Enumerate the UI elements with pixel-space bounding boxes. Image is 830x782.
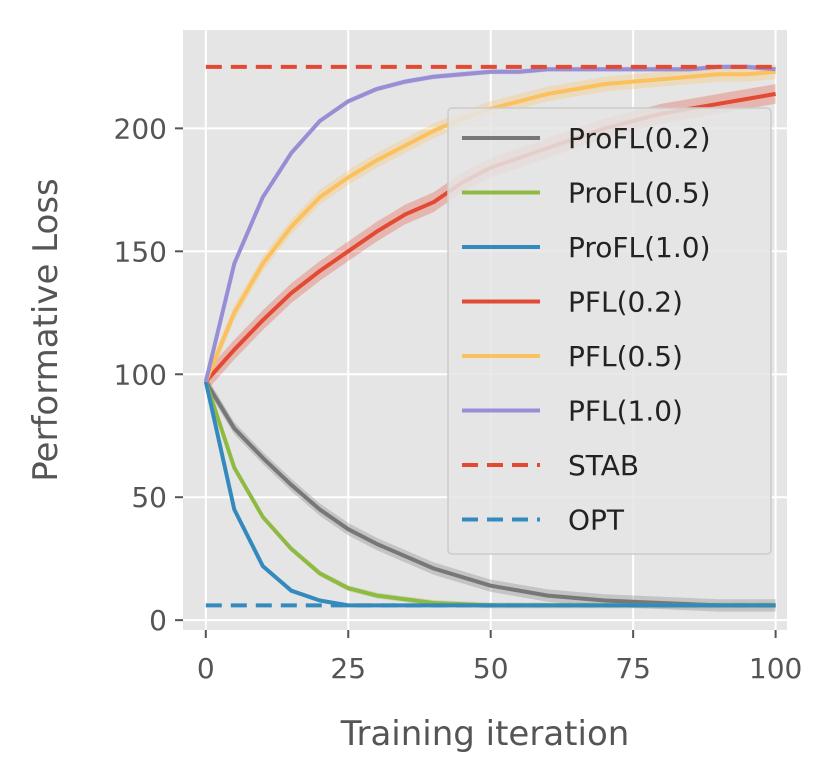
legend: ProFL(0.2) ProFL(0.5) ProFL(1.0) PFL(0.2) PF… [447, 107, 772, 555]
legend-label-pfl-0-5: PFL(0.5) [568, 340, 683, 373]
series-line-pfl-1-0 [203, 64, 776, 383]
x-tick-label: 100 [749, 652, 802, 685]
legend-label-opt: OPT [568, 504, 625, 537]
legend-label-profl-0-2: ProFL(0.2) [568, 122, 711, 155]
y-tick-label: 150 [114, 235, 167, 268]
y-tick-label: 50 [131, 481, 167, 514]
legend-label-pfl-1-0: PFL(1.0) [568, 395, 683, 428]
legend-label-profl-1-0: ProFL(1.0) [568, 231, 711, 264]
y-tick-label: 0 [149, 604, 167, 637]
series-line-profl-0-2 [204, 380, 776, 608]
legend-box [447, 107, 772, 555]
x-tick-label: 50 [473, 652, 509, 685]
y-tick-label: 200 [114, 112, 167, 145]
axis-ticks: 0 25 50 75 100 0 50 100 150 200 [114, 112, 803, 685]
x-tick-label: 25 [330, 652, 366, 685]
x-axis-title: Training iteration [340, 714, 630, 754]
legend-label-stab: STAB [568, 449, 639, 482]
series-line-profl-1-0 [203, 381, 776, 608]
x-tick-label: 75 [615, 652, 651, 685]
legend-label-pfl-0-2: PFL(0.2) [568, 286, 683, 319]
legend-label-profl-0-5: ProFL(0.5) [568, 177, 711, 210]
y-axis-title: Performative Loss [26, 178, 66, 482]
x-tick-label: 0 [197, 652, 215, 685]
y-tick-label: 100 [114, 358, 167, 391]
